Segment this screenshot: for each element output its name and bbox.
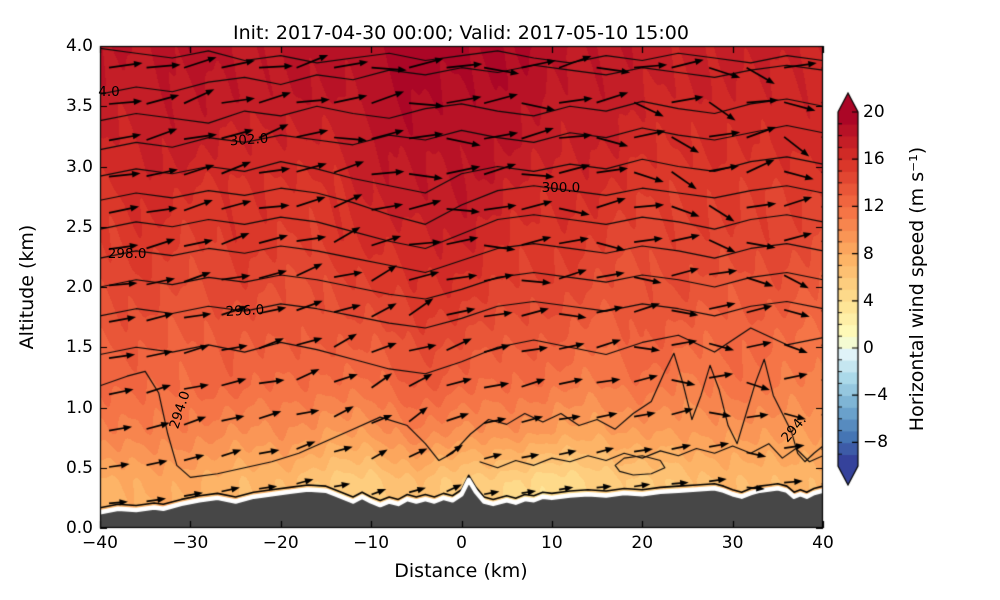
colorbar-tick-label: 4	[863, 290, 874, 311]
colorbar-tick-label: 12	[863, 196, 885, 217]
y-tick-label: 1.0	[65, 397, 93, 418]
colorbar-label: Horizontal wind speed (m s⁻¹)	[906, 146, 928, 432]
colorbar-tick-label: 0	[863, 338, 874, 358]
x-tick-label: 0	[456, 533, 467, 553]
colorbar-tick-label: −8	[863, 432, 889, 453]
y-tick-label: 2.0	[65, 277, 93, 297]
plot-title: Init: 2017-04-30 00:00; Valid: 2017-05-1…	[233, 22, 689, 44]
y-tick-label: 2.5	[65, 216, 93, 237]
y-axis-label: Altitude (km)	[16, 224, 38, 350]
contour-label: 302.0	[229, 130, 269, 150]
x-axis-label: Distance (km)	[394, 560, 528, 582]
contour-label: 298.0	[107, 246, 147, 263]
x-tick-label: 40	[812, 533, 834, 553]
y-tick-label: 0.5	[65, 457, 93, 478]
x-tick-label: 20	[631, 533, 654, 553]
colorbar-tick-label: 8	[863, 243, 874, 264]
x-tick-label: −30	[172, 533, 209, 553]
colorbar-tick-label: 20	[863, 102, 885, 122]
y-tick-label: 3.0	[65, 156, 93, 177]
x-tick-label: −40	[82, 533, 118, 553]
colorbar-tick-label: −4	[863, 385, 889, 406]
x-tick-label: −20	[262, 533, 299, 553]
y-tick-label: 0.0	[65, 518, 93, 538]
colorbar-tick-label: 16	[863, 149, 885, 170]
y-tick-label: 4.0	[65, 36, 93, 56]
contour-label: 4.0	[98, 83, 120, 100]
x-tick-label: 10	[541, 533, 563, 553]
x-tick-label: 30	[721, 533, 744, 553]
contour-label: 300.0	[541, 180, 581, 197]
y-tick-label: 1.5	[65, 337, 93, 358]
y-tick-label: 3.5	[65, 96, 93, 117]
contour-label: 296.0	[224, 302, 265, 321]
x-tick-label: −10	[353, 533, 390, 553]
